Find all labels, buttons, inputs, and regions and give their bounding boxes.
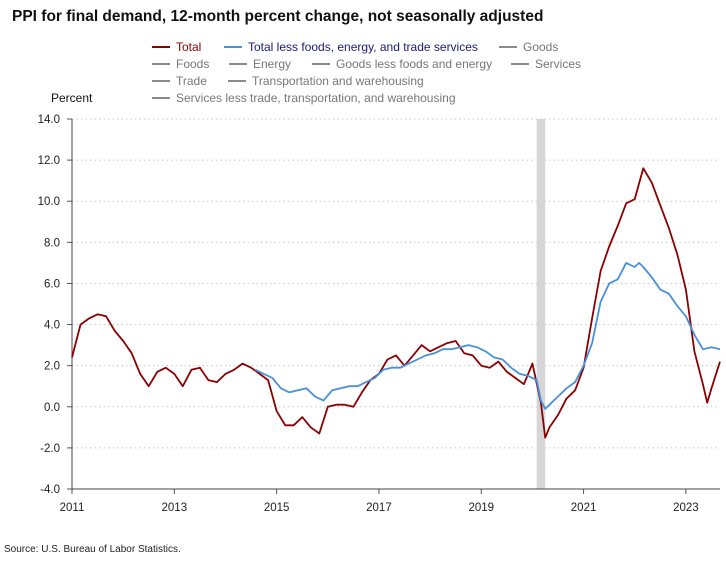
y-tick-label: 12.0 xyxy=(38,155,60,167)
y-tick-label: -2.0 xyxy=(40,443,60,455)
legend-label-foods: Foods xyxy=(176,57,210,71)
legend-swatch-goods-less xyxy=(312,63,330,65)
x-tick-label: 2021 xyxy=(571,502,597,514)
legend-swatch-foods xyxy=(152,63,170,65)
legend-item-trade[interactable]: Trade xyxy=(152,74,207,88)
legend-label-trade: Trade xyxy=(176,74,207,88)
x-tick-label: 2013 xyxy=(162,502,188,514)
legend-swatch-transport xyxy=(228,80,246,82)
y-axis-label: Percent xyxy=(51,91,93,105)
legend-swatch-core xyxy=(224,46,242,48)
legend-swatch-services xyxy=(511,63,529,65)
legend-item-foods[interactable]: Foods xyxy=(152,57,209,71)
legend-item-total[interactable]: Total xyxy=(152,40,201,54)
y-tick-label: 10.0 xyxy=(38,196,60,208)
x-tick-label: 2017 xyxy=(366,502,392,514)
chart-title: PPI for final demand, 12-month percent c… xyxy=(12,8,544,25)
series-line-total xyxy=(71,167,721,439)
legend-swatch-total xyxy=(152,46,170,48)
legend-label-goods-less: Goods less foods and energy xyxy=(336,57,493,71)
x-axis-ticks: 2011 2013 2015 2017 2019 2021 2023 xyxy=(60,489,699,514)
series-line-core xyxy=(254,262,721,410)
legend-label-services: Services xyxy=(535,57,582,71)
y-tick-label: -4.0 xyxy=(40,484,60,496)
y-tick-label: 2.0 xyxy=(44,361,60,373)
legend-item-energy[interactable]: Energy xyxy=(229,57,291,71)
x-tick-label: 2015 xyxy=(264,502,290,514)
recession-band xyxy=(536,119,546,489)
legend-label-services-less: Services less trade, transportation, and… xyxy=(176,91,456,105)
x-tick-label: 2019 xyxy=(468,502,494,514)
legend-label-goods: Goods xyxy=(523,40,559,54)
y-tick-label: 8.0 xyxy=(44,237,60,249)
legend-item-goods-less[interactable]: Goods less foods and energy xyxy=(312,57,492,71)
legend-label-core: Total less foods, energy, and trade serv… xyxy=(248,40,478,54)
legend-swatch-trade xyxy=(152,80,170,82)
legend-item-services[interactable]: Services xyxy=(511,57,581,71)
legend-swatch-goods xyxy=(499,46,517,48)
legend-label-energy: Energy xyxy=(253,57,292,71)
recession-shading xyxy=(536,119,546,489)
legend-item-transport[interactable]: Transportation and warehousing xyxy=(228,74,424,88)
x-tick-label: 2023 xyxy=(673,502,699,514)
legend-item-core[interactable]: Total less foods, energy, and trade serv… xyxy=(224,40,478,54)
legend: Total Total less foods, energy, and trad… xyxy=(0,0,726,110)
legend-swatch-services-less xyxy=(152,97,170,99)
axes xyxy=(71,119,720,490)
y-tick-label: 4.0 xyxy=(44,320,60,332)
legend-item-goods[interactable]: Goods xyxy=(499,40,558,54)
source-note: Source: U.S. Bureau of Labor Statistics. xyxy=(4,544,181,555)
legend-swatch-energy xyxy=(229,63,247,65)
y-axis-ticks: 14.0 12.0 10.0 8.0 6.0 4.0 2.0 0.0 -2.0 -4.0 xyxy=(38,114,72,496)
y-tick-label: 6.0 xyxy=(44,278,60,290)
gridlines xyxy=(72,118,720,449)
series-lines xyxy=(71,167,721,439)
x-tick-label: 2011 xyxy=(60,502,85,514)
y-tick-label: 14.0 xyxy=(38,114,60,126)
y-tick-label: 0.0 xyxy=(44,402,60,414)
legend-label-transport: Transportation and warehousing xyxy=(252,74,424,88)
legend-label-total: Total xyxy=(176,40,202,54)
legend-item-services-less[interactable]: Services less trade, transportation, and… xyxy=(152,91,456,105)
